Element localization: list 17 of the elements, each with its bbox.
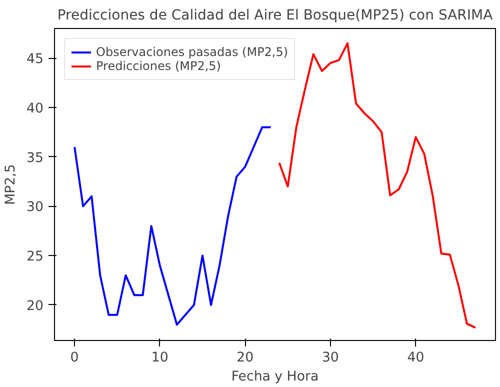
legend-label: Observaciones pasadas (MP2,5): [96, 45, 288, 59]
x-tick-label: 0: [70, 350, 79, 366]
legend-label: Predicciones (MP2,5): [96, 59, 221, 73]
x-tick-label: 20: [236, 350, 254, 366]
y-tick-label: 40: [26, 101, 44, 116]
y-tick-label: 45: [26, 52, 44, 68]
y-tick-label: 35: [26, 150, 44, 166]
x-tick-label: 40: [407, 350, 424, 366]
y-tick-label: 20: [26, 298, 44, 314]
line-series: [74, 126, 272, 326]
y-axis-title: MP2,5: [4, 164, 19, 205]
y-tick-label: 30: [26, 200, 44, 216]
x-tick-label: 30: [322, 350, 339, 366]
x-tick-label: 10: [151, 350, 168, 366]
x-axis-title: Fecha y Hora: [231, 370, 319, 384]
y-tick-label: 25: [26, 250, 44, 265]
chart-title: Predicciones de Calidad del Aire El Bosque(MP25) con SARIMA: [57, 8, 494, 24]
